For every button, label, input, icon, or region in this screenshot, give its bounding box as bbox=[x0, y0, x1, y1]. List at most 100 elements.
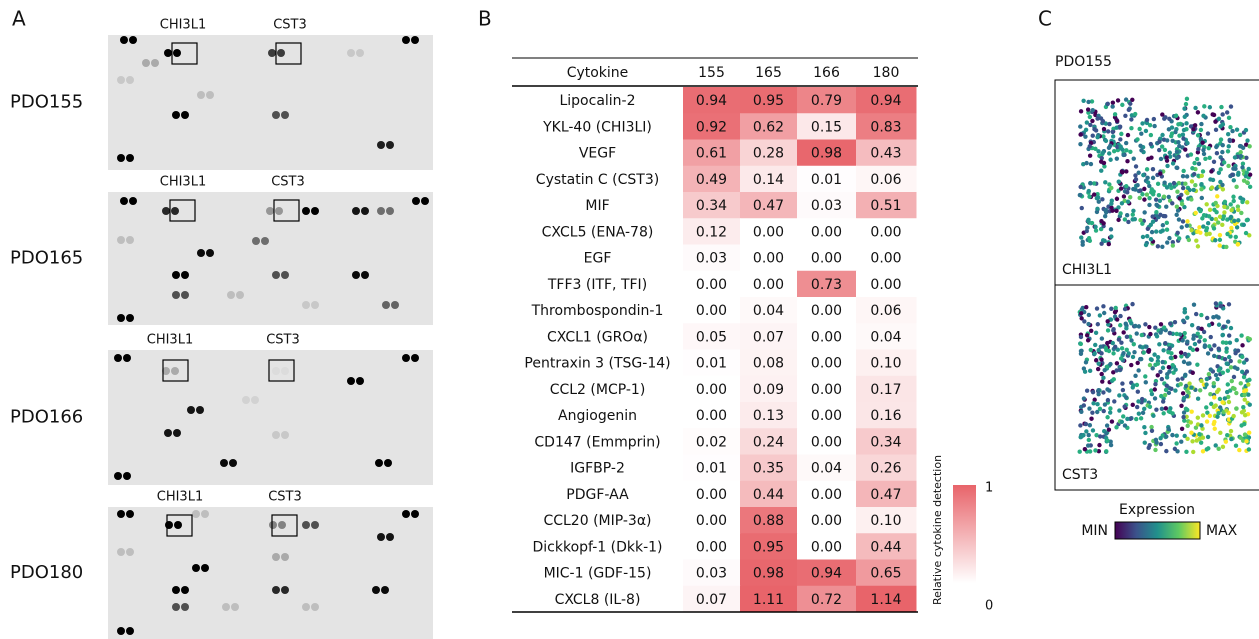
cell-value: 0.03 bbox=[811, 198, 842, 214]
cell-point bbox=[1106, 145, 1112, 151]
cell-point bbox=[1164, 448, 1169, 454]
cell-point bbox=[1104, 364, 1110, 370]
blot-dot bbox=[302, 603, 310, 611]
cell-point bbox=[1197, 225, 1202, 230]
cell-point bbox=[1108, 410, 1113, 415]
cell-point bbox=[1133, 177, 1139, 182]
cell-point bbox=[1180, 132, 1186, 137]
cell-value: 0.00 bbox=[811, 329, 842, 345]
heat-cell bbox=[740, 559, 798, 587]
cell-point bbox=[1202, 104, 1207, 109]
cell-point bbox=[1105, 340, 1110, 346]
cell-point bbox=[1169, 386, 1174, 392]
cell-point bbox=[1140, 121, 1145, 126]
cell-point bbox=[1098, 159, 1104, 164]
blot-dot bbox=[162, 367, 170, 375]
cell-point bbox=[1172, 320, 1178, 325]
cell-point bbox=[1164, 220, 1170, 226]
blot-dot bbox=[384, 459, 392, 467]
cell-point bbox=[1163, 340, 1168, 346]
cell-point bbox=[1083, 360, 1089, 365]
cell-point bbox=[1228, 202, 1233, 207]
cell-point bbox=[1220, 122, 1226, 127]
cell-point bbox=[1101, 126, 1107, 132]
cell-point bbox=[1198, 334, 1203, 340]
cell-point bbox=[1201, 329, 1207, 335]
cell-point bbox=[1145, 180, 1151, 185]
cell-point bbox=[1174, 441, 1179, 446]
blot-dot bbox=[352, 207, 360, 215]
cell-point bbox=[1179, 354, 1184, 359]
cell-point bbox=[1180, 219, 1186, 224]
blot-dot bbox=[302, 207, 310, 215]
cell-value: 0.00 bbox=[696, 277, 727, 293]
cell-point bbox=[1219, 104, 1224, 110]
cell-point bbox=[1090, 410, 1095, 415]
cell-point bbox=[1086, 321, 1091, 327]
cell-point bbox=[1199, 181, 1204, 187]
cell-point bbox=[1079, 434, 1084, 439]
cell-point bbox=[1140, 234, 1146, 240]
cell-point bbox=[1136, 368, 1141, 373]
cell-point bbox=[1159, 376, 1165, 382]
cell-value: 0.24 bbox=[753, 434, 784, 450]
blot-dot bbox=[206, 91, 214, 99]
blot-dot bbox=[311, 521, 319, 529]
row-label: IGFBP-2 bbox=[570, 461, 625, 477]
cell-point bbox=[1164, 204, 1169, 209]
cell-point bbox=[1180, 338, 1185, 343]
cell-point bbox=[1086, 235, 1092, 241]
cell-point bbox=[1199, 186, 1204, 192]
cell-point bbox=[1152, 396, 1158, 401]
cell-value: 0.08 bbox=[753, 356, 784, 372]
cell-point bbox=[1084, 304, 1089, 310]
heat-cell bbox=[740, 192, 798, 219]
cell-point bbox=[1166, 364, 1172, 370]
cell-point bbox=[1213, 119, 1218, 124]
cell-point bbox=[1207, 207, 1213, 213]
cell-point bbox=[1216, 322, 1222, 327]
cell-point bbox=[1213, 127, 1219, 133]
blot-dot bbox=[126, 627, 134, 635]
cell-point bbox=[1242, 412, 1248, 418]
cell-point bbox=[1146, 156, 1151, 162]
cell-point bbox=[1195, 244, 1201, 249]
cell-point bbox=[1221, 213, 1227, 219]
cell-point bbox=[1149, 187, 1154, 192]
cell-point bbox=[1129, 338, 1134, 343]
cell-value: 0.15 bbox=[811, 119, 842, 135]
cell-point bbox=[1241, 405, 1246, 410]
blot-dot bbox=[196, 406, 204, 414]
blot-dot bbox=[164, 49, 172, 57]
cell-point bbox=[1216, 368, 1222, 373]
blot-dot bbox=[242, 396, 250, 404]
heat-cell bbox=[797, 402, 857, 429]
cell-point bbox=[1182, 418, 1187, 423]
cell-point bbox=[1095, 116, 1100, 121]
cell-point bbox=[1130, 97, 1135, 102]
column-header: 155 bbox=[698, 65, 725, 81]
cell-point bbox=[1234, 127, 1240, 132]
cell-point bbox=[1174, 155, 1180, 161]
cell-point bbox=[1108, 361, 1113, 367]
heat-cell bbox=[683, 323, 741, 350]
heat-cell bbox=[740, 428, 798, 455]
cell-point bbox=[1244, 439, 1249, 444]
blot-dot bbox=[222, 603, 230, 611]
cell-point bbox=[1159, 144, 1165, 149]
blot-dot bbox=[381, 586, 389, 594]
cell-point bbox=[1200, 449, 1206, 454]
cell-value: 0.51 bbox=[870, 198, 901, 214]
cell-point bbox=[1231, 413, 1236, 419]
cell-point bbox=[1147, 362, 1153, 368]
cell-point bbox=[1101, 310, 1107, 316]
cell-point bbox=[1179, 201, 1185, 207]
cell-point bbox=[1182, 204, 1187, 210]
heat-cell bbox=[740, 165, 798, 193]
cell-value: 0.00 bbox=[753, 251, 784, 267]
cell-point bbox=[1242, 397, 1247, 402]
heat-cell bbox=[856, 139, 917, 167]
blot-dot bbox=[272, 553, 280, 561]
cell-point bbox=[1164, 375, 1170, 380]
heat-cell bbox=[683, 244, 741, 272]
